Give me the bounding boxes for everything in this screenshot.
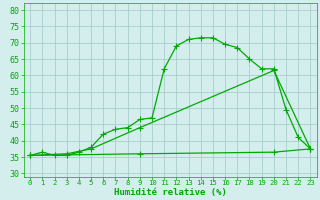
- X-axis label: Humidité relative (%): Humidité relative (%): [114, 188, 227, 197]
